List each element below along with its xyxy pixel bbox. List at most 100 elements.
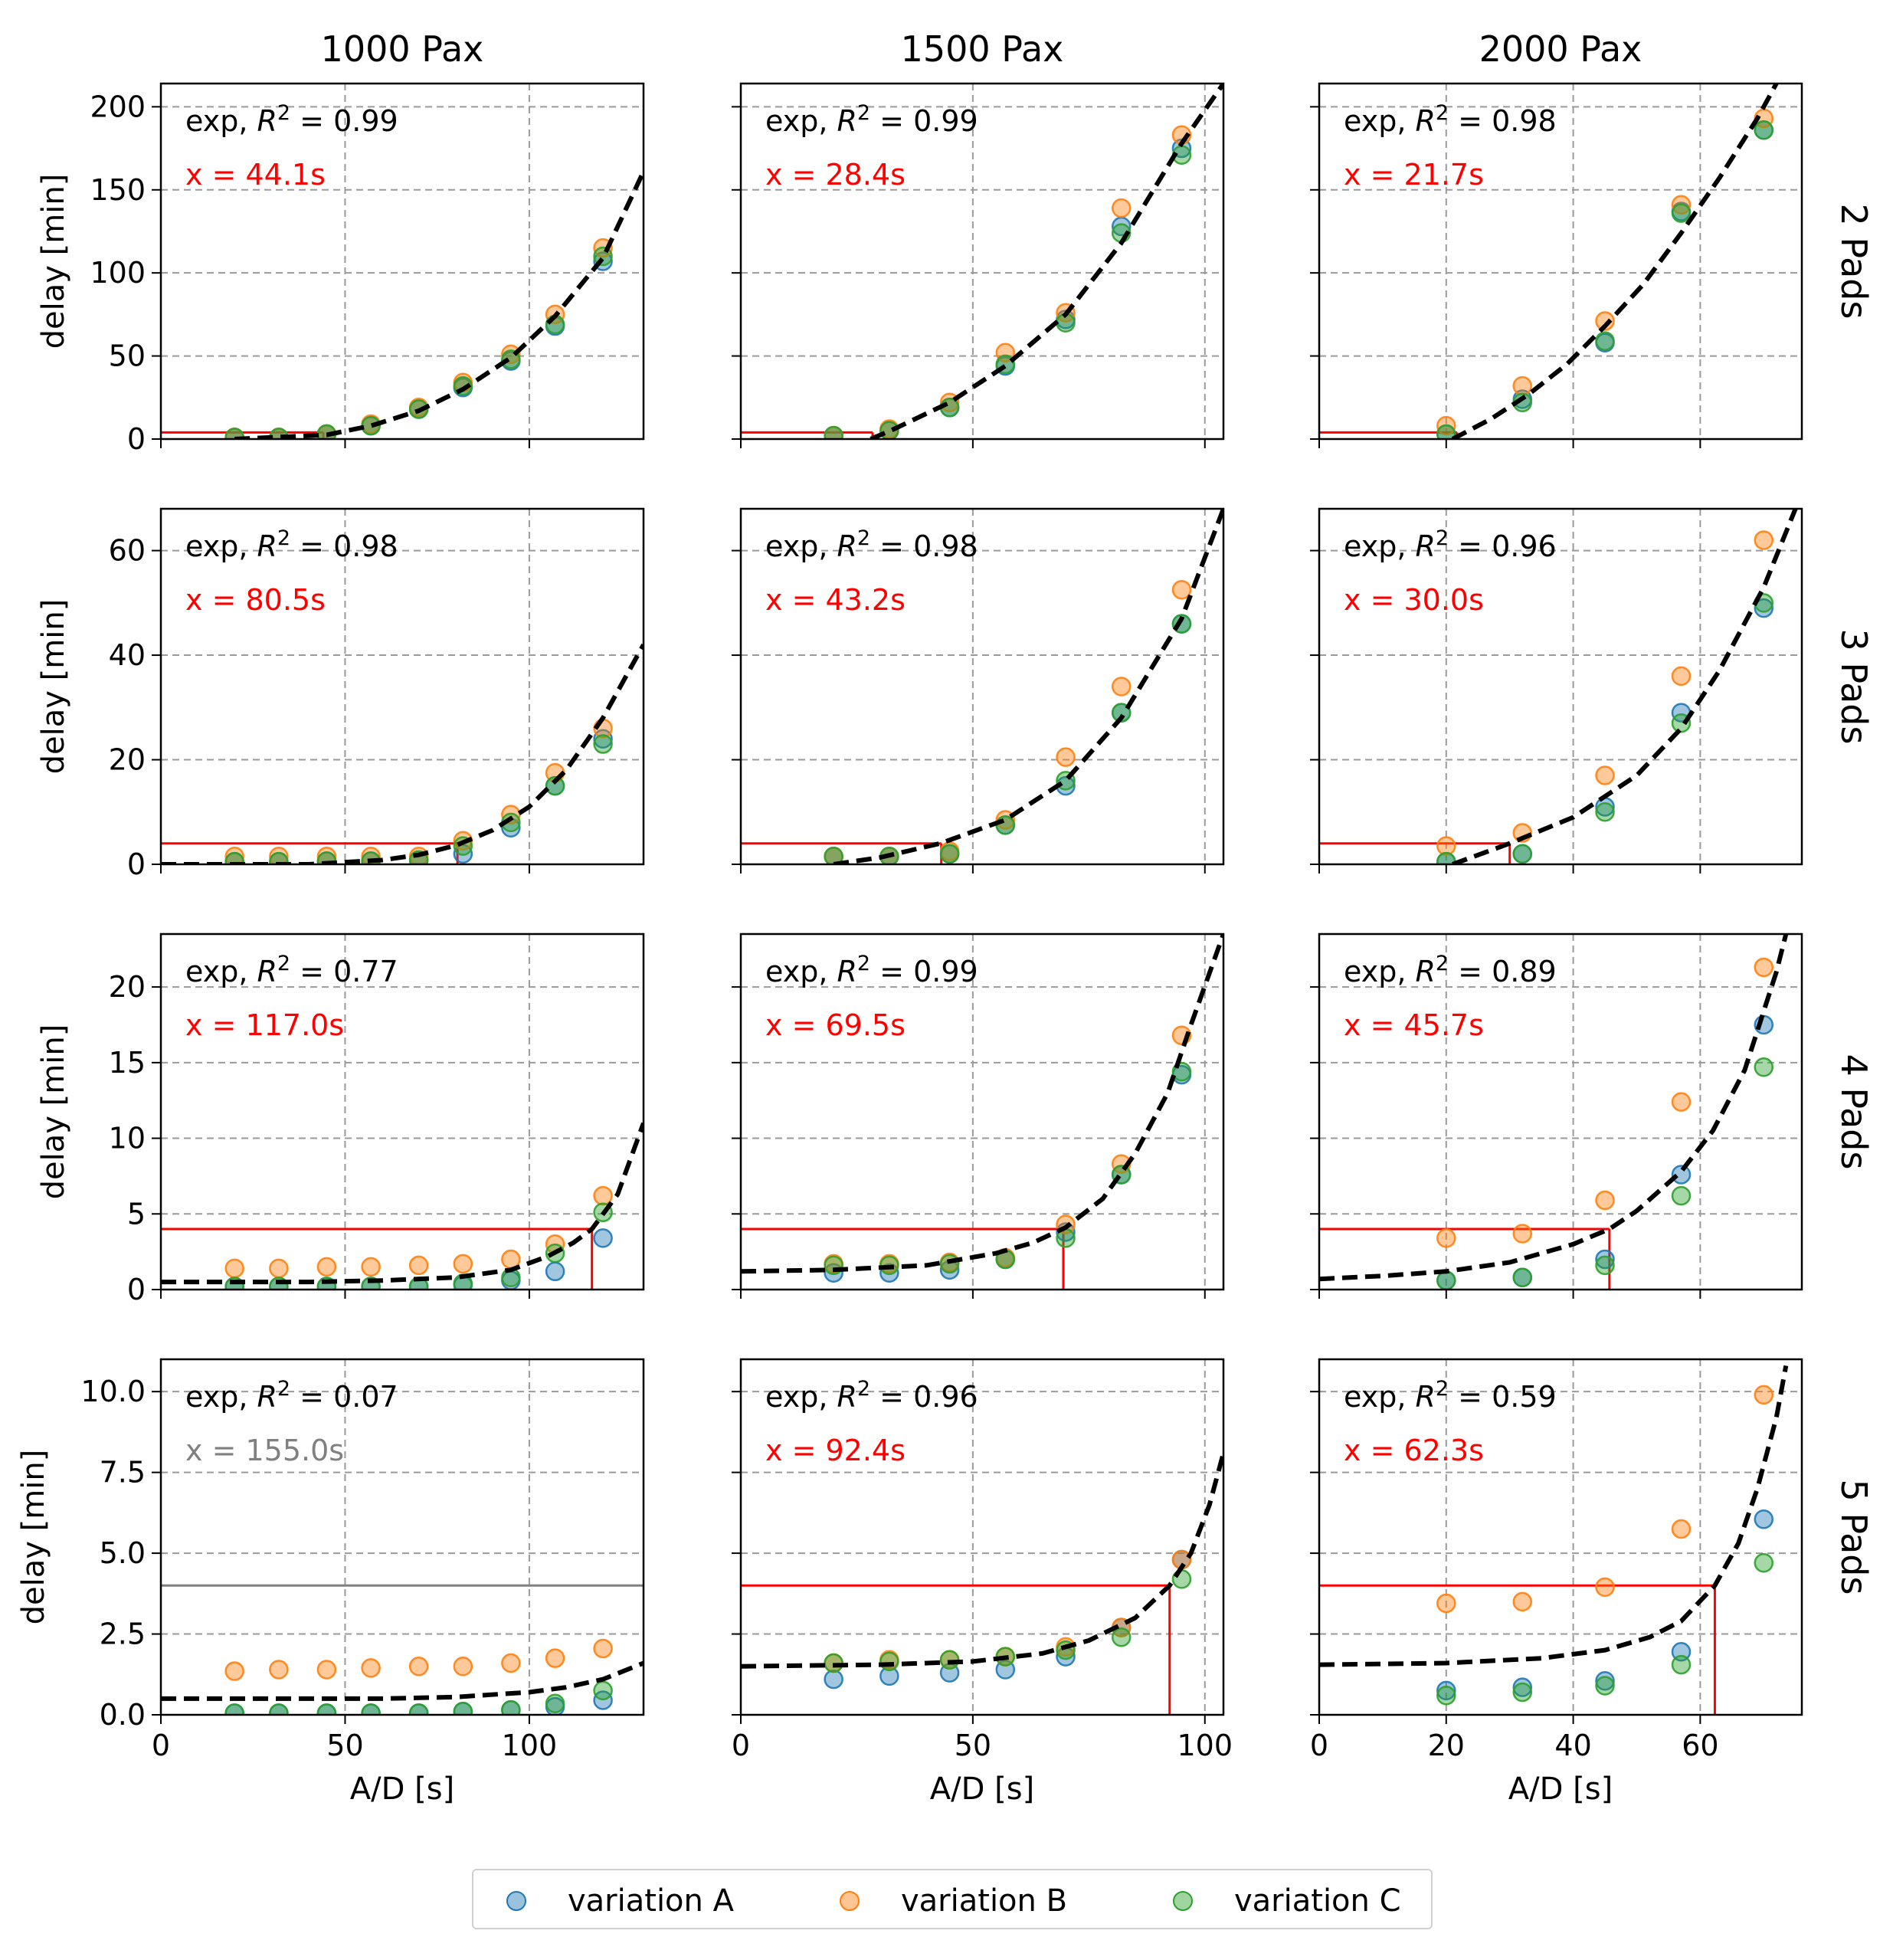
x-tick-label: 60: [1682, 1729, 1718, 1762]
data-point: [1671, 1654, 1692, 1675]
panel-2000-pax-4-pads: exp, R2 = 0.89 x = 45.7s: [1310, 932, 1803, 1299]
threshold-annotation: x = 30.0s: [1344, 583, 1484, 617]
x-tick-label: 100: [1177, 1729, 1233, 1762]
data-point: [224, 1661, 244, 1681]
plot-area: [741, 934, 1223, 1290]
x-tick-label: 40: [1554, 1729, 1591, 1762]
data-point: [593, 1228, 613, 1248]
fit-annotation: exp, R2 = 0.99: [765, 952, 978, 988]
data-point: [879, 1651, 899, 1672]
data-point: [1671, 666, 1692, 687]
y-tick-label: 0: [127, 422, 146, 456]
panel-2000-pax-5-pads: 0 20 40 60 exp, R2 = 0.59 x = 62.3s A/D [s]: [1310, 1358, 1803, 1807]
data-point: [824, 847, 843, 864]
series-variation-c: [224, 246, 613, 439]
y-tick-label: 0: [127, 1273, 146, 1306]
exp-fit-curve: [234, 170, 644, 439]
data-point: [1754, 957, 1774, 978]
row-title-4-pads: 4 Pads: [1833, 1054, 1875, 1170]
legend-marker-variation-c: [1173, 1890, 1193, 1911]
panel-1000-pax-5-pads: 0 50 100 0.0 2.5 5.0 7.5 10.0 exp, R2 = 0.07 x = …: [16, 1358, 645, 1807]
y-axis-label: delay [min]: [36, 1024, 71, 1200]
data-point: [1595, 802, 1615, 822]
panel-1000-pax-3-pads: 0 20 40 60 exp, R2 = 0.98 x = 80.5s delay [min…: [36, 507, 645, 881]
data-point: [1754, 1385, 1774, 1405]
legend-marker-variation-b: [840, 1890, 860, 1911]
data-point: [316, 1660, 337, 1680]
data-point: [1111, 703, 1132, 723]
data-point: [1436, 1680, 1456, 1701]
exp-fit-curve: [741, 1452, 1223, 1669]
plot-area: [161, 509, 644, 864]
series-variation-a: [1436, 598, 1774, 864]
data-point: [269, 1258, 289, 1279]
data-point: [545, 1693, 565, 1713]
x-axis-label: A/D [s]: [350, 1772, 454, 1807]
y-tick-label: 20: [109, 743, 146, 777]
data-point: [1754, 1552, 1774, 1573]
threshold-annotation: x = 28.4s: [765, 158, 906, 192]
data-point: [1754, 120, 1774, 140]
data-point: [1595, 765, 1615, 785]
data-point: [824, 425, 843, 439]
series-variation-b: [1436, 108, 1774, 436]
y-tick-label: 20: [109, 970, 146, 1004]
data-point: [1754, 1509, 1774, 1529]
data-point: [1754, 530, 1774, 550]
data-point: [1512, 1224, 1533, 1244]
data-point: [224, 851, 244, 864]
y-tick-label: 200: [90, 90, 146, 123]
legend-marker-variation-a: [506, 1890, 526, 1911]
x-axis-label: A/D [s]: [1508, 1772, 1613, 1807]
data-point: [1512, 1591, 1533, 1612]
series-variation-b: [1436, 1385, 1774, 1614]
plot-area: [1319, 509, 1802, 864]
series-variation-c: [1436, 1057, 1774, 1290]
data-point: [1512, 844, 1533, 864]
data-point: [361, 1658, 381, 1678]
threshold-annotation: x = 45.7s: [1344, 1008, 1484, 1042]
row-title-2-pads: 2 Pads: [1833, 204, 1875, 320]
data-point: [1595, 1676, 1615, 1696]
data-point: [1671, 1092, 1692, 1112]
panel-1500-pax-4-pads: exp, R2 = 0.99 x = 69.5s: [732, 932, 1225, 1299]
fit-annotation: exp, R2 = 0.07: [185, 1377, 398, 1414]
data-point: [408, 1255, 429, 1276]
panel-1000-pax-4-pads: 0 5 10 15 20 exp, R2 = 0.77 x = 117.0s delay [m…: [36, 932, 645, 1306]
exp-fit-curve: [1319, 1365, 1789, 1667]
series-variation-a: [1436, 1509, 1774, 1701]
axes-frame: [1318, 1358, 1803, 1716]
data-point: [501, 1653, 521, 1673]
data-point: [1436, 1593, 1456, 1614]
y-tick-label: 7.5: [100, 1456, 146, 1490]
fit-annotation: exp, R2 = 0.98: [765, 526, 978, 563]
panel-2000-pax-2-pads: exp, R2 = 0.98 x = 21.7s: [1310, 82, 1803, 448]
data-point: [1436, 1685, 1456, 1706]
data-point: [269, 1703, 289, 1715]
fit-annotation: exp, R2 = 0.96: [1344, 526, 1557, 563]
data-point: [224, 847, 244, 864]
data-point: [545, 1261, 565, 1282]
x-tick-label: 0: [1310, 1729, 1328, 1762]
legend-label-variation-c: variation C: [1234, 1883, 1401, 1919]
series-variation-a: [1436, 120, 1774, 439]
x-tick-label: 50: [955, 1729, 991, 1762]
axes-frame: [739, 507, 1225, 866]
threshold-annotation: x = 43.2s: [765, 583, 906, 617]
data-point: [453, 1254, 473, 1274]
panel-2000-pax-3-pads: exp, R2 = 0.96 x = 30.0s: [1310, 507, 1803, 873]
data-point: [1671, 203, 1692, 223]
row-title-3-pads: 3 Pads: [1833, 629, 1875, 745]
panel-1500-pax-3-pads: exp, R2 = 0.98 x = 43.2s: [732, 507, 1225, 873]
data-point: [1595, 311, 1615, 331]
data-point: [408, 1703, 429, 1715]
threshold-annotation: x = 155.0s: [185, 1434, 344, 1467]
series-variation-c: [1436, 593, 1774, 864]
column-title-1500-pax: 1500 Pax: [901, 28, 1064, 70]
data-point: [1671, 1519, 1692, 1539]
y-tick-label: 150: [90, 173, 146, 207]
data-point: [593, 1638, 613, 1659]
exp-fit-curve: [161, 1122, 644, 1285]
plot-area: [161, 84, 644, 439]
x-tick-label: 0: [152, 1729, 170, 1762]
